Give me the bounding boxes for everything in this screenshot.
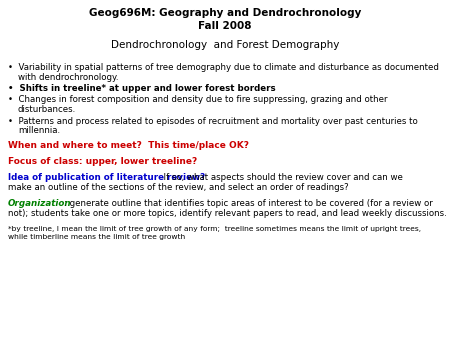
Text: If so, what aspects should the review cover and can we: If so, what aspects should the review co… — [158, 173, 403, 183]
Text: Focus of class: upper, lower treeline?: Focus of class: upper, lower treeline? — [8, 157, 197, 166]
Text: not); students take one or more topics, identify relevant papers to read, and le: not); students take one or more topics, … — [8, 209, 447, 218]
Text: : generate outline that identifies topic areas of interest to be covered (for a : : generate outline that identifies topic… — [64, 199, 433, 209]
Text: •  Patterns and process related to episodes of recruitment and mortality over pa: • Patterns and process related to episod… — [8, 117, 418, 125]
Text: Fall 2008: Fall 2008 — [198, 21, 252, 31]
Text: *by treeline, I mean the limit of tree growth of any form;  treeline sometimes m: *by treeline, I mean the limit of tree g… — [8, 225, 421, 232]
Text: millennia.: millennia. — [18, 126, 60, 135]
Text: When and where to meet?  This time/place OK?: When and where to meet? This time/place … — [8, 142, 249, 150]
Text: •  Variability in spatial patterns of tree demography due to climate and disturb: • Variability in spatial patterns of tre… — [8, 63, 439, 72]
Text: Dendrochronology  and Forest Demography: Dendrochronology and Forest Demography — [111, 40, 339, 50]
Text: •  Shifts in treeline* at upper and lower forest borders: • Shifts in treeline* at upper and lower… — [8, 84, 275, 93]
Text: Geog696M: Geography and Dendrochronology: Geog696M: Geography and Dendrochronology — [89, 8, 361, 18]
Text: with dendrochronology.: with dendrochronology. — [18, 72, 118, 81]
Text: •  Changes in forest composition and density due to fire suppressing, grazing an: • Changes in forest composition and dens… — [8, 96, 387, 104]
Text: Idea of publication of literature review?: Idea of publication of literature review… — [8, 173, 205, 183]
Text: Organization: Organization — [8, 199, 72, 209]
Text: make an outline of the sections of the review, and select an order of readings?: make an outline of the sections of the r… — [8, 183, 349, 192]
Text: while timberline means the limit of tree growth: while timberline means the limit of tree… — [8, 234, 185, 240]
Text: disturbances.: disturbances. — [18, 105, 76, 114]
